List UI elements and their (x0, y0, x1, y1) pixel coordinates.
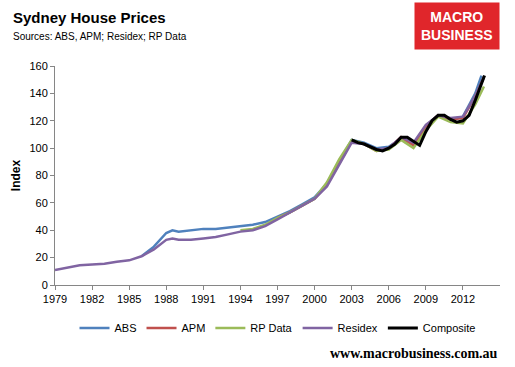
svg-text:2006: 2006 (377, 293, 401, 305)
svg-text:1991: 1991 (191, 293, 215, 305)
svg-text:1988: 1988 (154, 293, 178, 305)
svg-text:2009: 2009 (414, 293, 438, 305)
svg-text:1994: 1994 (228, 293, 252, 305)
svg-text:100: 100 (29, 142, 47, 154)
svg-text:Residex: Residex (338, 322, 378, 334)
svg-text:40: 40 (36, 224, 48, 236)
svg-text:Composite: Composite (423, 322, 476, 334)
svg-text:MACROBUSINESS: MACROBUSINESS (421, 9, 493, 43)
svg-text:140: 140 (29, 87, 47, 99)
svg-text:Index: Index (9, 160, 23, 192)
svg-text:1979: 1979 (43, 293, 67, 305)
svg-text:1985: 1985 (117, 293, 141, 305)
svg-text:1982: 1982 (80, 293, 104, 305)
svg-text:2003: 2003 (339, 293, 363, 305)
svg-text:Sydney House Prices: Sydney House Prices (13, 9, 166, 26)
svg-text:20: 20 (36, 251, 48, 263)
svg-text:www.macrobusiness.com.au: www.macrobusiness.com.au (330, 346, 498, 361)
svg-text:60: 60 (36, 197, 48, 209)
svg-text:APM: APM (182, 322, 206, 334)
svg-text:80: 80 (36, 169, 48, 181)
svg-text:120: 120 (29, 115, 47, 127)
svg-text:RP Data: RP Data (250, 322, 292, 334)
svg-text:Sources: ABS, APM; Residex; RP: Sources: ABS, APM; Residex; RP Data (13, 31, 187, 42)
svg-text:160: 160 (29, 60, 47, 72)
svg-text:1997: 1997 (265, 293, 289, 305)
svg-text:0: 0 (42, 279, 48, 291)
svg-text:ABS: ABS (115, 322, 137, 334)
svg-text:2000: 2000 (302, 293, 326, 305)
svg-text:2012: 2012 (451, 293, 475, 305)
